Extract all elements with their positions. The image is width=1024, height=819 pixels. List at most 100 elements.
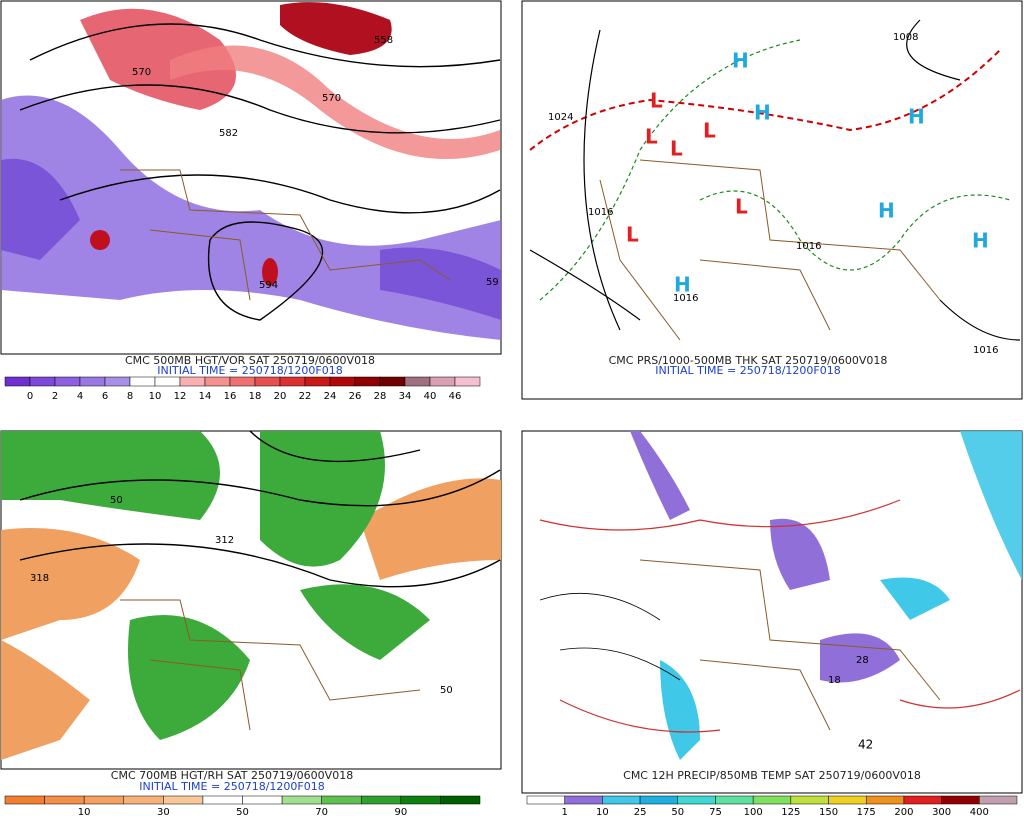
colorbar-label: 25 (634, 807, 647, 818)
colorbar-label: 4 (77, 391, 83, 402)
colorbar-swatch (979, 795, 1018, 805)
colorbar-swatch (400, 795, 441, 805)
colorbar-label: 125 (781, 807, 800, 818)
colorbar-label: 90 (394, 807, 407, 818)
colorbar-label: 28 (374, 391, 387, 402)
colorbar-swatch (279, 376, 306, 387)
panel-caption: CMC 500MB HGT/VOR SAT 250719/0600V018 (125, 354, 375, 367)
contour-label: 50 (440, 685, 453, 696)
contour-label: 1024 (548, 112, 573, 123)
contour-label: 1016 (673, 293, 698, 304)
colorbar-swatch (564, 795, 603, 805)
colorbar-label: 8 (127, 391, 133, 402)
colorbar-swatch (179, 376, 206, 387)
colorbar-label: 30 (157, 807, 170, 818)
colorbar-label: 175 (857, 807, 876, 818)
colorbar-label: 26 (349, 391, 362, 402)
colorbar-swatch (865, 795, 905, 805)
high-marker: H (908, 105, 925, 129)
panel-caption: CMC 700MB HGT/RH SAT 250719/0600V018 (111, 769, 353, 782)
colorbar-label: 75 (709, 807, 722, 818)
colorbar-swatch (790, 795, 829, 805)
colorbar-label: 300 (932, 807, 951, 818)
colorbar-swatch (715, 795, 754, 805)
colorbar-swatch (329, 376, 356, 387)
colorbar-swatch (602, 795, 641, 805)
colorbar-swatch (903, 795, 942, 805)
initial-time: INITIAL TIME = 250718/1200F018 (655, 364, 840, 377)
colorbar-label: 18 (249, 391, 262, 402)
colorbar-label: 14 (199, 391, 212, 402)
panel-surface (521, 0, 1023, 400)
contour-label: 570 (132, 67, 151, 78)
colorbar-label: 46 (449, 391, 462, 402)
colorbar-swatch (229, 376, 256, 387)
colorbar-swatch (204, 376, 231, 387)
colorbar-swatch (354, 376, 381, 387)
colorbar-swatch (361, 795, 402, 805)
colorbar-label: 0 (27, 391, 33, 402)
colorbar-label: 400 (970, 807, 989, 818)
contour-label: 1016 (973, 345, 998, 356)
colorbar-swatch (639, 795, 679, 805)
low-marker: L (735, 195, 748, 219)
panel-caption: CMC PRS/1000-500MB THK SAT 250719/0600V0… (609, 354, 888, 367)
colorbar-label: 200 (894, 807, 913, 818)
panel-700mb (0, 430, 502, 770)
low-marker: L (645, 125, 658, 149)
contour-label: 312 (215, 535, 234, 546)
colorbar-swatch (379, 376, 406, 387)
low-marker: L (650, 89, 663, 113)
contour-label: 18 (828, 675, 841, 686)
initial-time: INITIAL TIME = 250718/1200F018 (157, 364, 342, 377)
colorbar-swatch (4, 795, 45, 805)
colorbar-label: 40 (424, 391, 437, 402)
colorbar-label: 20 (274, 391, 287, 402)
colorbar-swatch (54, 376, 81, 387)
low-marker: L (703, 119, 716, 143)
colorbar-swatch (828, 795, 867, 805)
colorbar-swatch (429, 376, 456, 387)
contour-label: 59 (486, 277, 499, 288)
colorbar-swatch (254, 376, 281, 387)
colorbar-swatch (202, 795, 243, 805)
contour-label: 594 (259, 280, 278, 291)
colorbar-swatch (242, 795, 283, 805)
colorbar-swatch (321, 795, 362, 805)
contour-label: 582 (219, 128, 238, 139)
contour-label: 1008 (893, 32, 918, 43)
colorbar-swatch (4, 376, 31, 387)
colorbar-label: 12 (174, 391, 187, 402)
panel-500mb (0, 0, 502, 355)
colorbar-label: 6 (102, 391, 108, 402)
low-marker: L (626, 223, 639, 247)
colorbar-label: 10 (596, 807, 609, 818)
high-marker: H (674, 273, 691, 297)
low-marker: L (670, 137, 683, 161)
colorbar-label: 1 (562, 807, 568, 818)
colorbar-swatch (123, 795, 164, 805)
colorbar-label: 10 (149, 391, 162, 402)
contour-label: 42 (858, 738, 873, 752)
colorbar-swatch (129, 376, 156, 387)
contour-label: 558 (374, 35, 393, 46)
colorbar-label: 150 (819, 807, 838, 818)
colorbar-swatch (941, 795, 980, 805)
high-marker: H (878, 199, 895, 223)
colorbar-label: 50 (236, 807, 249, 818)
colorbar-label: 34 (399, 391, 412, 402)
colorbar-swatch (83, 795, 124, 805)
colorbar-swatch (104, 376, 131, 387)
contour-label: 318 (30, 573, 49, 584)
contour-label: 50 (110, 495, 123, 506)
colorbar-swatch (281, 795, 322, 805)
colorbar-swatch (404, 376, 431, 387)
colorbar-label: 10 (78, 807, 91, 818)
colorbar-label: 70 (315, 807, 328, 818)
high-marker: H (972, 229, 989, 253)
colorbar-swatch (29, 376, 56, 387)
initial-time: INITIAL TIME = 250718/1200F018 (139, 780, 324, 793)
colorbar-swatch (163, 795, 204, 805)
